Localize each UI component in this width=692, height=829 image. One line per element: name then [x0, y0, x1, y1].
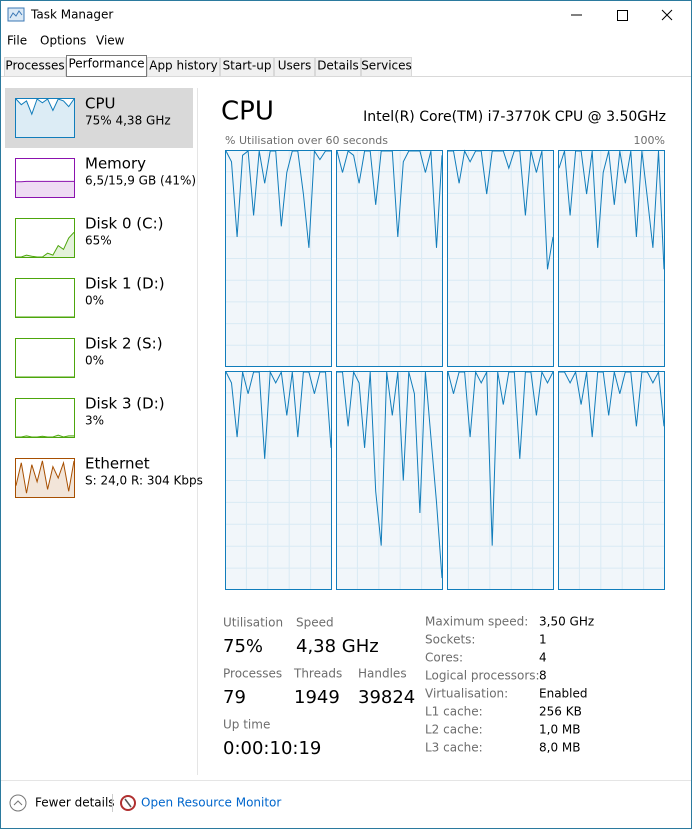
stat-label: Handles [358, 667, 407, 681]
history-line [559, 370, 665, 438]
detail-label: L2 cache: [425, 723, 483, 737]
fewer-details-chevron [13, 800, 23, 806]
history-area [16, 181, 74, 197]
detail-value: 4 [539, 651, 547, 665]
stat-value: 0:00:10:19 [223, 738, 321, 759]
sidebar-name[interactable]: CPU [85, 95, 116, 113]
tab-label[interactable]: Performance [68, 57, 144, 71]
stat-value: 39824 [358, 687, 415, 708]
detail-value: 256 KB [539, 705, 582, 719]
history-line [558, 150, 665, 270]
history-line [15, 460, 75, 494]
history-area [16, 99, 74, 137]
stat-label: Threads [293, 667, 342, 681]
maximize-button[interactable] [617, 10, 628, 21]
detail-label: L3 cache: [425, 741, 483, 755]
history-line [225, 370, 332, 459]
thumbnail[interactable] [15, 398, 75, 438]
thumbnail[interactable] [15, 158, 75, 198]
menu-item[interactable]: File [7, 34, 27, 48]
sidebar-name[interactable]: Memory [85, 155, 146, 173]
sidebar-detail[interactable]: 65% [85, 234, 112, 248]
stat-label: Utilisation [223, 616, 283, 630]
history-line [16, 231, 75, 258]
app-icon [7, 7, 25, 22]
history-line [15, 98, 75, 116]
sidebar-name[interactable]: Disk 1 (D:) [85, 275, 165, 293]
menu-item[interactable]: Options [40, 34, 86, 48]
sidebar-name[interactable]: Ethernet [85, 455, 150, 473]
thumbnail[interactable] [15, 278, 75, 318]
history-line [447, 370, 554, 546]
close-button[interactable] [661, 9, 673, 21]
sidebar-detail[interactable]: 3% [85, 414, 104, 428]
detail-label: L1 cache: [425, 705, 483, 719]
sidebar-detail[interactable]: 6,5/15,9 GB (41%) [85, 174, 196, 188]
thumbnail[interactable] [15, 458, 75, 498]
sidebar-detail[interactable]: 0% [85, 354, 104, 368]
detail-label: Cores: [425, 651, 463, 665]
tab-label[interactable]: Services [361, 59, 412, 73]
detail-label: Maximum speed: [425, 615, 528, 629]
detail-value: 8,0 MB [539, 741, 580, 755]
menu-item[interactable]: View [96, 34, 125, 48]
sidebar-detail[interactable]: 0% [85, 294, 104, 308]
open-resource-monitor[interactable]: Open Resource Monitor [141, 796, 281, 810]
tab[interactable] [315, 57, 361, 77]
history-area [16, 460, 74, 497]
sidebar-detail[interactable]: 75% 4,38 GHz [85, 114, 171, 128]
history-line [336, 150, 443, 248]
stat-value: 75% [223, 636, 263, 657]
stat-label: Speed [296, 616, 334, 630]
stat-label: Up time [223, 718, 270, 732]
detail-label: Sockets: [425, 633, 475, 647]
stat-value: 4,38 GHz [296, 636, 379, 657]
resource-monitor-needle [124, 798, 132, 808]
tab-label[interactable]: App history [149, 59, 218, 73]
tab[interactable] [361, 57, 412, 77]
app-icon-line [9, 10, 23, 19]
detail-value: 1 [539, 633, 547, 647]
tab-label[interactable]: Details [317, 59, 359, 73]
tab[interactable] [274, 57, 315, 77]
fewer-details[interactable]: Fewer details [35, 796, 115, 810]
tab[interactable] [4, 57, 66, 77]
main-title: CPU [221, 97, 274, 127]
graph-caption: % Utilisation over 60 seconds [225, 134, 388, 147]
detail-value: Enabled [539, 687, 588, 701]
tab[interactable] [220, 57, 274, 77]
tab-label[interactable]: Users [278, 59, 312, 73]
sidebar-name[interactable]: Disk 2 (S:) [85, 335, 163, 353]
fewer-details-icon[interactable] [9, 794, 27, 812]
history-line [337, 370, 443, 579]
stat-label: Processes [223, 667, 282, 681]
cpu-model: Intel(R) Core(TM) i7-3770K CPU @ 3.50GHz [363, 109, 666, 125]
detail-value: 1,0 MB [539, 723, 580, 737]
tab[interactable] [66, 55, 147, 77]
graph-max: 100% [634, 134, 665, 147]
detail-label: Logical processors: [425, 669, 540, 683]
stat-value: 79 [223, 687, 246, 708]
tab[interactable] [147, 57, 220, 77]
sidebar-name[interactable]: Disk 3 (D:) [85, 395, 165, 413]
stat-value: 1949 [294, 687, 340, 708]
window-title: Task Manager [30, 8, 113, 22]
tab-label[interactable]: Start-up [223, 59, 272, 73]
history-line [225, 149, 331, 248]
detail-value: 3,50 GHz [539, 615, 594, 629]
detail-label: Virtualisation: [425, 687, 508, 701]
tab-label[interactable]: Processes [5, 59, 64, 73]
history-line [448, 149, 554, 270]
history-line [16, 434, 74, 438]
thumbnail[interactable] [15, 98, 75, 138]
sidebar-name[interactable]: Disk 0 (C:) [85, 215, 164, 233]
detail-value: 8 [539, 669, 547, 683]
thumbnail[interactable] [15, 338, 75, 378]
history-area [16, 232, 74, 257]
sidebar-detail[interactable]: S: 24,0 R: 304 Kbps [85, 474, 203, 488]
thumbnail[interactable] [15, 218, 75, 258]
